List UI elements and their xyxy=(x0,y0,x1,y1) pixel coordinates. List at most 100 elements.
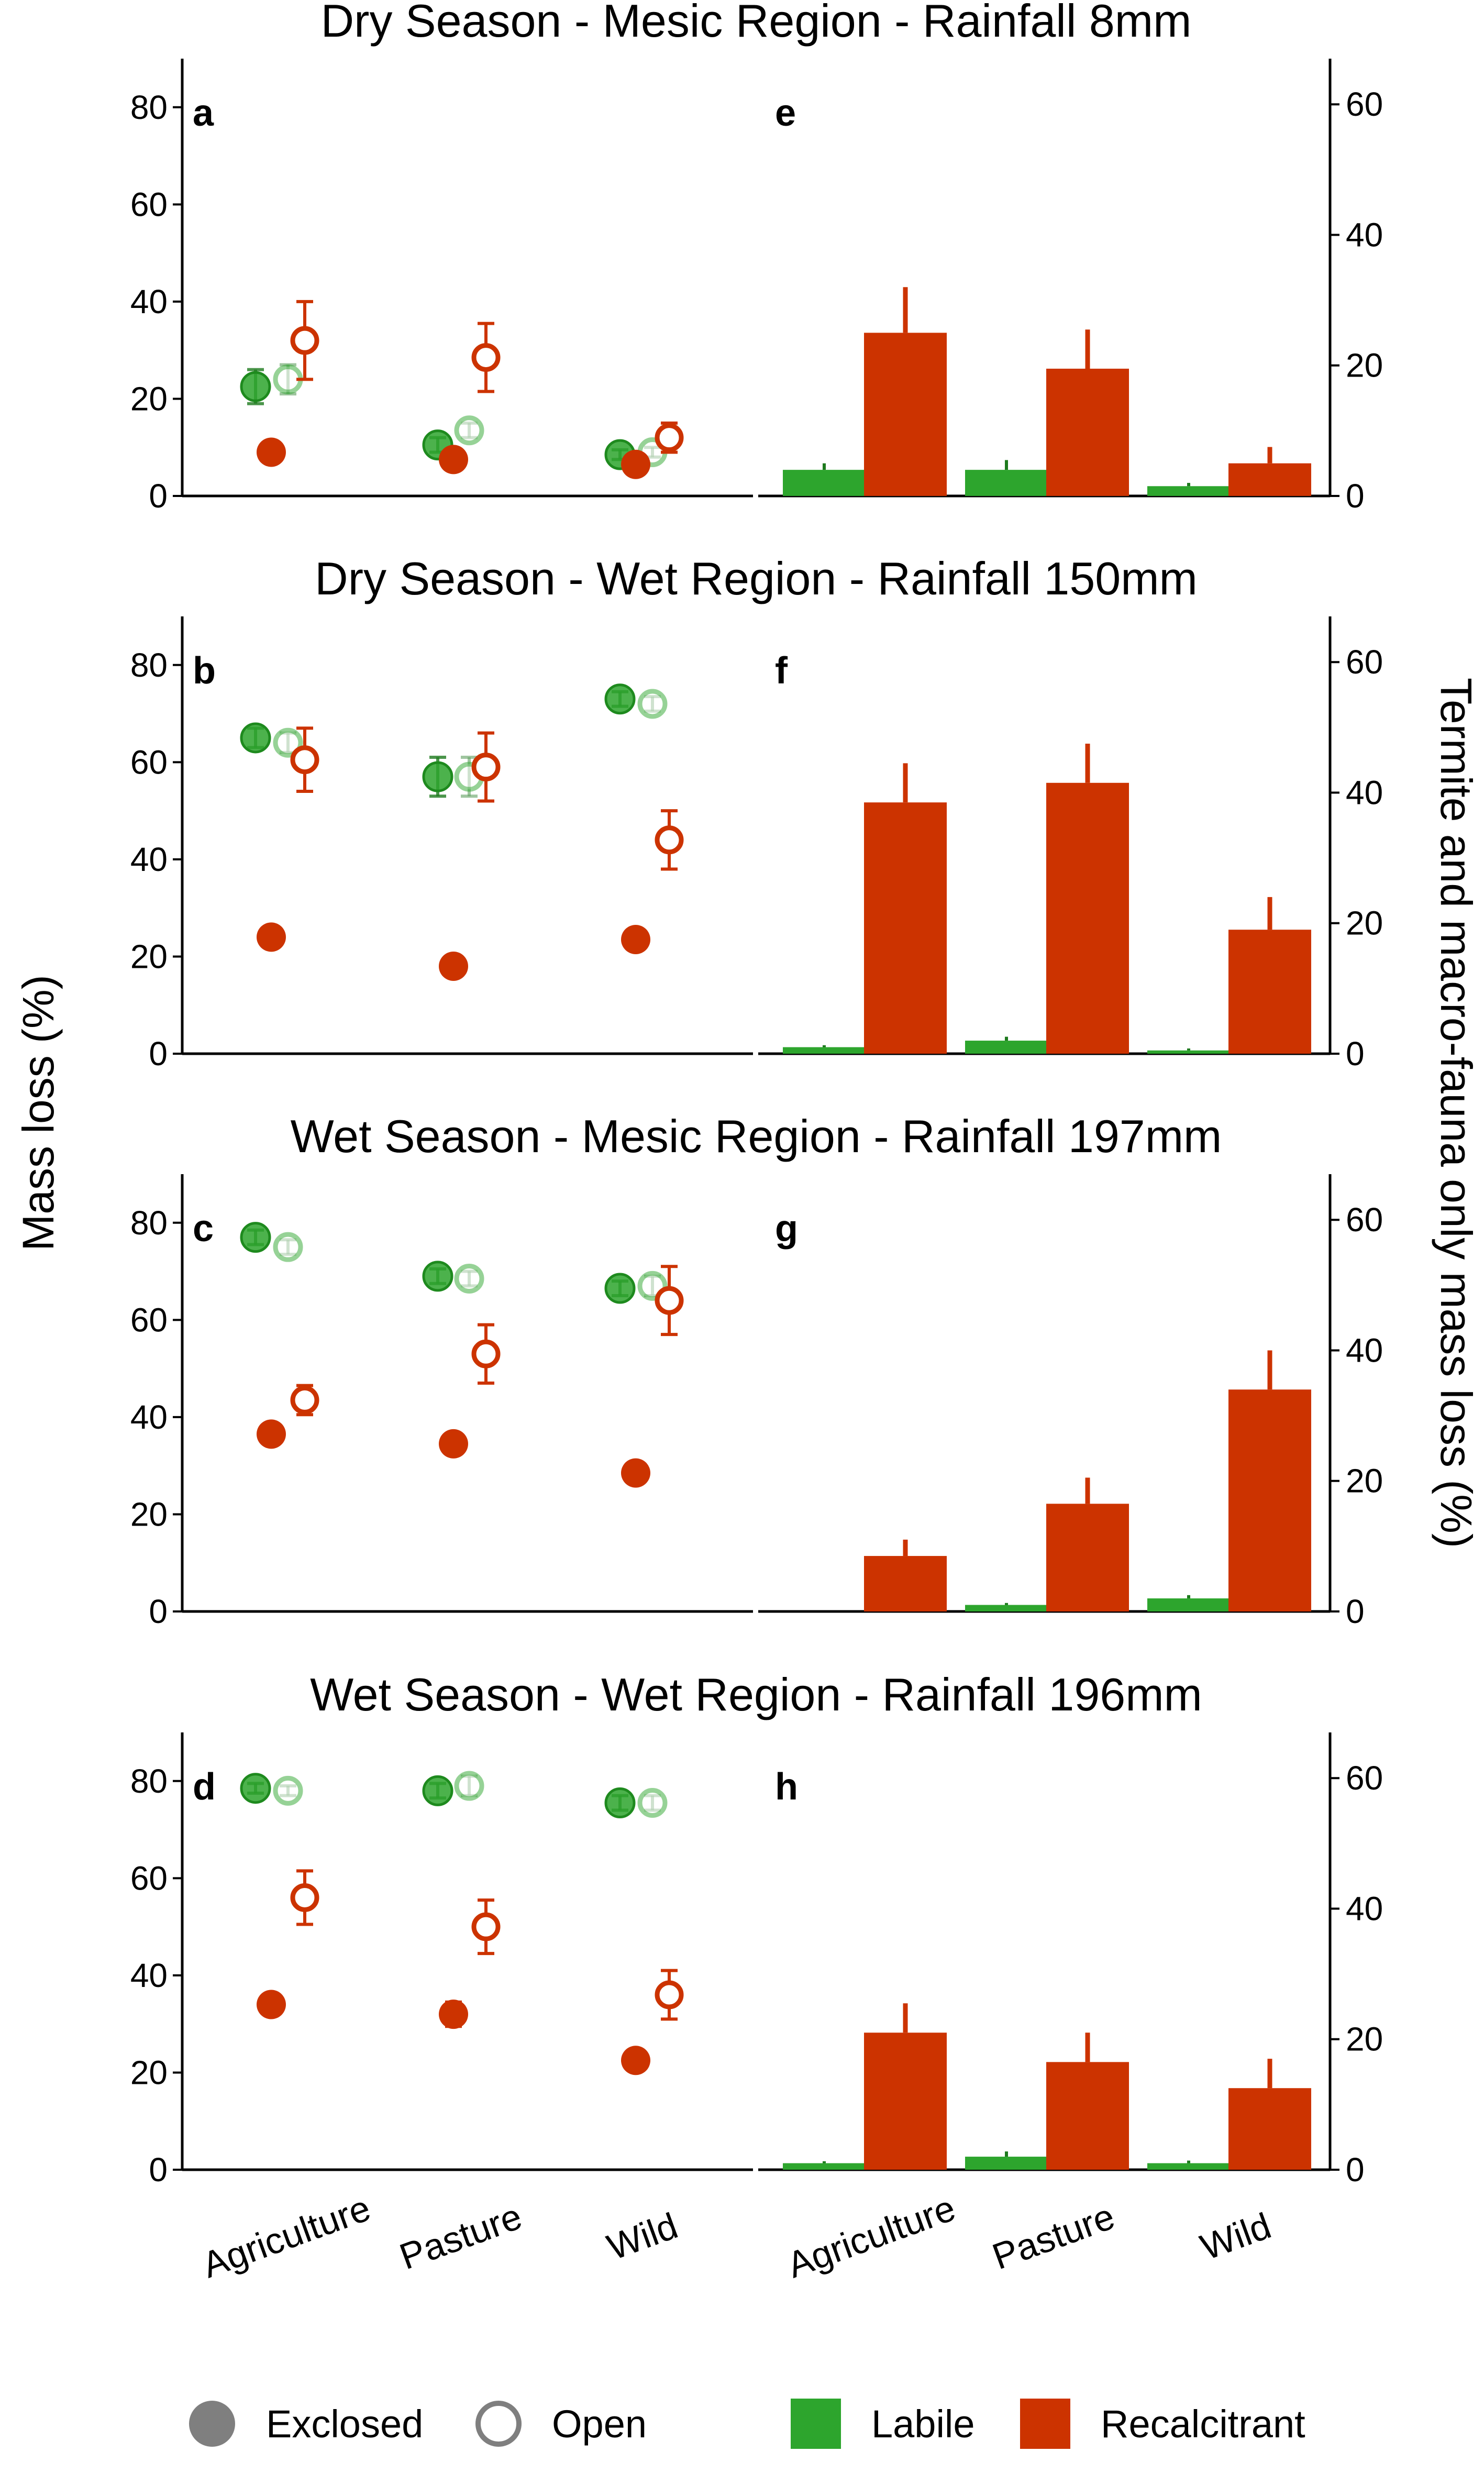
point-recalcitrant-exclosed xyxy=(439,445,468,474)
point-recalcitrant-exclosed xyxy=(257,1419,286,1449)
legend-recalcitrant-swatch xyxy=(1020,2399,1070,2449)
point-labile-exclosed xyxy=(422,1261,453,1292)
right-axis-title: Termite and macro-fauna only mass loss (… xyxy=(1432,678,1481,1548)
bar-labile xyxy=(783,1047,866,1054)
bar-labile xyxy=(783,2163,866,2170)
right-tick-label: 60 xyxy=(1346,1759,1383,1797)
bar-recalcitrant xyxy=(1046,1504,1129,1611)
panel-label: d xyxy=(193,1766,216,1808)
point-recalcitrant-exclosed xyxy=(621,449,650,479)
point-recalcitrant-open xyxy=(471,343,501,372)
right-tick-label: 60 xyxy=(1346,643,1383,681)
panel-label: c xyxy=(193,1208,214,1250)
right-tick-label: 20 xyxy=(1346,347,1383,384)
left-tick-label: 40 xyxy=(130,1957,168,1994)
point-labile-open xyxy=(273,1775,303,1806)
bar-recalcitrant xyxy=(864,333,947,496)
point-recalcitrant-open xyxy=(290,1883,319,1912)
row-3: Wet Season - Mesic Region - Rainfall 197… xyxy=(130,1110,1383,1630)
point-recalcitrant-open xyxy=(290,326,319,355)
left-tick-label: 60 xyxy=(130,1301,168,1339)
right-tick-label: 0 xyxy=(1346,477,1365,515)
point-labile-open xyxy=(637,689,668,719)
point-recalcitrant-exclosed xyxy=(439,1429,468,1459)
point-labile-exclosed xyxy=(422,761,453,792)
left-tick-label: 80 xyxy=(130,646,168,684)
legend-open-marker xyxy=(475,2401,522,2447)
row-1: Dry Season - Mesic Region - Rainfall 8mm… xyxy=(130,0,1383,515)
left-tick-label: 80 xyxy=(130,1204,168,1242)
left-tick-label: 60 xyxy=(130,743,168,781)
point-recalcitrant-open xyxy=(471,1912,501,1941)
bar-labile xyxy=(783,470,866,496)
legend-exclosed-marker xyxy=(189,2401,235,2447)
point-labile-exclosed xyxy=(604,1787,636,1819)
left-axis-title: Mass loss (%) xyxy=(14,975,63,1251)
left-tick-label: 60 xyxy=(130,185,168,223)
left-tick-label: 60 xyxy=(130,1859,168,1897)
bar-labile xyxy=(965,1605,1048,1611)
left-tick-label: 80 xyxy=(130,1762,168,1800)
bar-recalcitrant xyxy=(864,2033,947,2170)
legend: Exclosed Open Labile Recalcitrant xyxy=(189,2399,1305,2449)
point-labile-open xyxy=(637,1788,668,1818)
legend-labile-label: Labile xyxy=(871,2402,975,2446)
legend-labile-swatch xyxy=(791,2399,841,2449)
left-tick-label: 20 xyxy=(130,380,168,417)
point-recalcitrant-exclosed xyxy=(439,952,468,981)
point-recalcitrant-exclosed xyxy=(257,437,286,467)
point-recalcitrant-open xyxy=(471,1339,501,1368)
legend-exclosed-label: Exclosed xyxy=(266,2402,423,2446)
point-labile-exclosed xyxy=(240,371,271,402)
point-recalcitrant-exclosed xyxy=(621,2046,650,2075)
point-labile-exclosed xyxy=(240,1222,271,1253)
bar-recalcitrant xyxy=(1228,2088,1311,2170)
bar-recalcitrant xyxy=(864,1556,947,1611)
panel-label: h xyxy=(775,1766,798,1808)
panel-title: Wet Season - Mesic Region - Rainfall 197… xyxy=(291,1110,1222,1162)
left-tick-label: 40 xyxy=(130,283,168,321)
right-tick-label: 40 xyxy=(1346,1890,1383,1927)
bar-labile xyxy=(965,2157,1048,2170)
right-tick-label: 60 xyxy=(1346,1201,1383,1239)
bar-labile xyxy=(1147,2163,1230,2170)
bar-labile xyxy=(1147,486,1230,496)
point-labile-exclosed xyxy=(604,1273,636,1304)
right-tick-label: 40 xyxy=(1346,774,1383,811)
panel-title: Wet Season - Wet Region - Rainfall 196mm xyxy=(310,1669,1202,1720)
bar-recalcitrant xyxy=(1046,782,1129,1054)
point-recalcitrant-open xyxy=(290,745,319,775)
left-tick-label: 40 xyxy=(130,841,168,878)
left-tick-label: 20 xyxy=(130,1495,168,1533)
point-recalcitrant-open xyxy=(655,1980,684,2009)
bar-recalcitrant xyxy=(1228,1389,1311,1611)
legend-open-label: Open xyxy=(552,2402,647,2446)
left-tick-label: 0 xyxy=(149,477,168,515)
row-4: Wet Season - Wet Region - Rainfall 196mm… xyxy=(130,1669,1383,2285)
point-labile-open xyxy=(454,1263,484,1294)
left-tick-label: 40 xyxy=(130,1398,168,1436)
right-tick-label: 20 xyxy=(1346,904,1383,942)
bar-labile xyxy=(1147,1598,1230,1611)
left-tick-label: 0 xyxy=(149,1035,168,1073)
panel-label: a xyxy=(193,92,214,134)
left-tick-label: 0 xyxy=(149,2151,168,2189)
bar-labile xyxy=(965,470,1048,496)
point-labile-open xyxy=(454,415,484,446)
left-tick-label: 0 xyxy=(149,1593,168,1630)
point-recalcitrant-open xyxy=(655,1286,684,1315)
point-recalcitrant-exclosed xyxy=(257,1990,286,2019)
left-tick-label: 80 xyxy=(130,89,168,126)
x-tick-label: Agriculture xyxy=(782,2188,960,2286)
point-labile-exclosed xyxy=(422,1775,453,1806)
bar-labile xyxy=(1147,1050,1230,1054)
legend-recalcitrant-label: Recalcitrant xyxy=(1101,2402,1305,2446)
right-tick-label: 0 xyxy=(1346,1035,1365,1073)
bar-labile xyxy=(965,1041,1048,1054)
point-labile-open xyxy=(273,727,303,758)
bar-recalcitrant xyxy=(864,802,947,1054)
right-tick-label: 0 xyxy=(1346,2151,1365,2189)
panel-title: Dry Season - Mesic Region - Rainfall 8mm xyxy=(321,0,1192,47)
point-labile-exclosed xyxy=(604,683,636,715)
right-tick-label: 40 xyxy=(1346,1331,1383,1369)
